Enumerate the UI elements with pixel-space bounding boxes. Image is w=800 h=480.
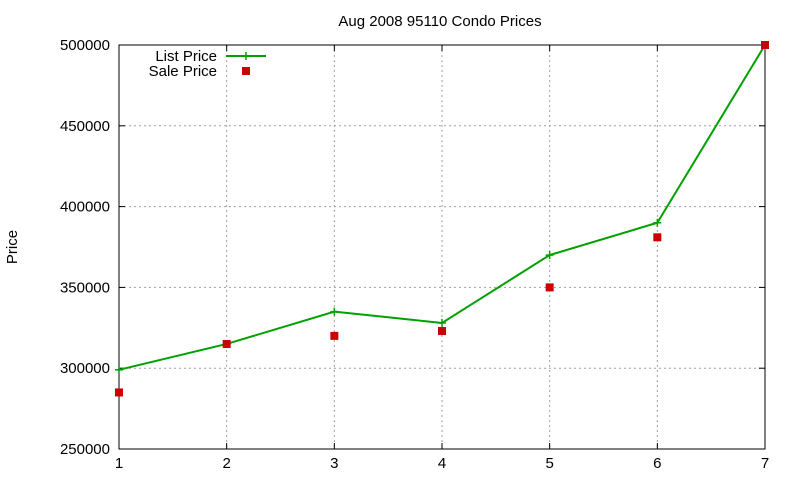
data-point-sale-price — [438, 327, 446, 336]
x-tick-label: 3 — [330, 455, 338, 472]
y-tick-label: 400000 — [60, 199, 110, 216]
legend-label-list-price: List Price — [155, 48, 217, 65]
data-point-sale-price — [330, 331, 339, 340]
chart-title: Aug 2008 95110 Condo Prices — [338, 13, 541, 30]
x-tick-label: 1 — [115, 455, 123, 472]
y-tick-label: 500000 — [60, 37, 110, 54]
plot-frame — [118, 44, 766, 450]
data-point-list-price — [115, 365, 123, 374]
y-tick-label: 350000 — [60, 279, 110, 296]
data-point-sale-price — [653, 233, 662, 242]
data-point-sale-price — [115, 388, 123, 397]
axes: 250000 300000 350000 400000 450000 500000 1 2 3 4… — [60, 37, 769, 472]
y-tick-label: 300000 — [60, 360, 110, 377]
y-tick-label: 450000 — [60, 118, 110, 135]
grid — [119, 45, 765, 449]
x-tick-label: 4 — [438, 455, 446, 472]
data-point-list-price — [653, 218, 662, 227]
x-tick-label: 7 — [761, 455, 769, 472]
data-point-list-price — [438, 318, 446, 327]
x-tick-label: 6 — [653, 455, 661, 472]
y-axis-label: Price — [4, 230, 21, 264]
data-point-list-price — [545, 251, 554, 260]
y-tick-label: 250000 — [60, 441, 110, 458]
series-sale-price — [115, 41, 769, 397]
data-point-sale-price — [761, 41, 769, 49]
data-point-sale-price — [545, 283, 554, 292]
legend-label-sale-price: Sale Price — [149, 63, 217, 80]
legend-marker-list-price — [242, 52, 250, 60]
x-tick-label: 5 — [545, 455, 553, 472]
data-point-list-price — [330, 307, 339, 316]
x-tick-label: 2 — [222, 455, 230, 472]
plot-series — [115, 41, 769, 397]
legend-marker-sale-price — [242, 67, 250, 75]
data-point-sale-price — [222, 339, 231, 348]
